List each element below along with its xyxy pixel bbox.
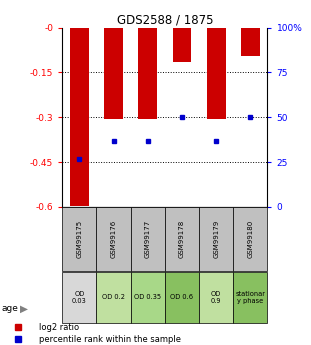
Text: stationar
y phase: stationar y phase — [235, 290, 265, 304]
Text: GSM99177: GSM99177 — [145, 220, 151, 258]
Bar — [233, 272, 267, 323]
Text: ▶: ▶ — [20, 304, 28, 314]
Text: GSM99180: GSM99180 — [247, 220, 253, 258]
Text: GSM99179: GSM99179 — [213, 220, 219, 258]
Bar — [62, 207, 96, 271]
Text: GSM99178: GSM99178 — [179, 220, 185, 258]
Bar — [199, 207, 233, 271]
Bar — [62, 272, 96, 323]
Text: OD 0.2: OD 0.2 — [102, 294, 125, 300]
Text: percentile rank within the sample: percentile rank within the sample — [39, 335, 181, 344]
Text: OD
0.9: OD 0.9 — [211, 290, 221, 304]
Bar — [199, 272, 233, 323]
Title: GDS2588 / 1875: GDS2588 / 1875 — [117, 13, 213, 27]
Text: GSM99175: GSM99175 — [76, 220, 82, 258]
Bar — [165, 207, 199, 271]
Bar — [173, 28, 191, 62]
Bar — [96, 272, 131, 323]
Text: age: age — [2, 304, 18, 313]
Bar — [233, 207, 267, 271]
Bar — [131, 207, 165, 271]
Text: OD
0.03: OD 0.03 — [72, 290, 87, 304]
Bar — [104, 28, 123, 119]
Bar — [131, 272, 165, 323]
Bar — [138, 28, 157, 119]
Bar — [96, 207, 131, 271]
Bar — [241, 28, 260, 56]
Text: GSM99176: GSM99176 — [110, 220, 117, 258]
Bar — [165, 272, 199, 323]
Bar — [70, 28, 89, 206]
Text: OD 0.35: OD 0.35 — [134, 294, 161, 300]
Text: log2 ratio: log2 ratio — [39, 323, 79, 332]
Text: OD 0.6: OD 0.6 — [170, 294, 193, 300]
Bar — [207, 28, 225, 119]
